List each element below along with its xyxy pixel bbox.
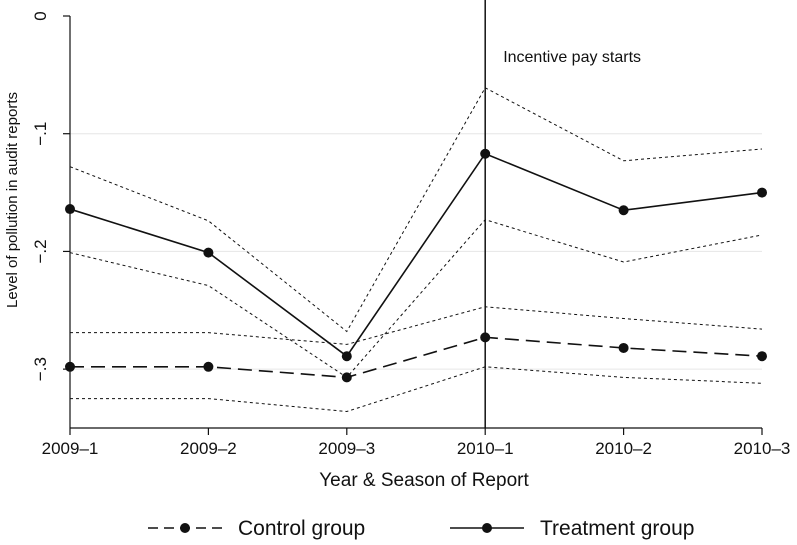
y-tick-label: −.3 bbox=[31, 357, 50, 381]
axes bbox=[63, 15, 763, 435]
treatment-group-point bbox=[203, 247, 214, 258]
incentive-annotation: Incentive pay starts bbox=[503, 49, 641, 66]
treatment-group-point bbox=[480, 148, 491, 159]
legend-treatment-group-label: Treatment group bbox=[540, 517, 694, 540]
x-tick-label: 2009–2 bbox=[180, 439, 237, 458]
legend-treatment-group-marker bbox=[482, 523, 492, 533]
treatment-group-point bbox=[757, 187, 767, 198]
control-group-point bbox=[341, 372, 352, 383]
y-tick-label: 0 bbox=[31, 11, 50, 20]
y-tick-label: −.2 bbox=[31, 239, 50, 263]
treatment-group-point bbox=[341, 351, 352, 362]
gridlines bbox=[70, 133, 762, 370]
control-group-ci-lower-line bbox=[70, 366, 763, 413]
control-group-point bbox=[480, 332, 491, 343]
treatment-group-ci-lower-line bbox=[69, 219, 763, 379]
treatment-group-point bbox=[618, 205, 629, 216]
control-group-ci-upper-line bbox=[70, 306, 763, 345]
control-group-point bbox=[757, 351, 767, 362]
legend: Control group Treatment group bbox=[148, 517, 694, 540]
chart-text: Incentive pay starts 0 −.1 −.2 −.3 2009–1 2009… bbox=[4, 11, 790, 491]
control-group-point bbox=[203, 361, 214, 372]
control-group-point bbox=[618, 342, 629, 353]
x-tick-label: 2010–3 bbox=[734, 439, 791, 458]
y-tick-label: −.1 bbox=[31, 122, 50, 146]
x-tick-label: 2009–3 bbox=[318, 439, 375, 458]
confidence-bands bbox=[69, 87, 763, 413]
x-axis-title: Year & Season of Report bbox=[319, 470, 529, 491]
x-tick-label: 2009–1 bbox=[42, 439, 99, 458]
series-lines bbox=[65, 148, 767, 383]
treatment-group-ci-upper-line bbox=[69, 87, 763, 333]
legend-control-group-label: Control group bbox=[238, 517, 365, 540]
x-tick-label: 2010–1 bbox=[457, 439, 514, 458]
x-tick-label: 2010–2 bbox=[595, 439, 652, 458]
legend-control-group-marker bbox=[180, 523, 190, 533]
treatment-group-line bbox=[69, 152, 763, 358]
y-axis-title: Level of pollution in audit reports bbox=[4, 92, 21, 308]
control-group-line bbox=[70, 336, 763, 379]
